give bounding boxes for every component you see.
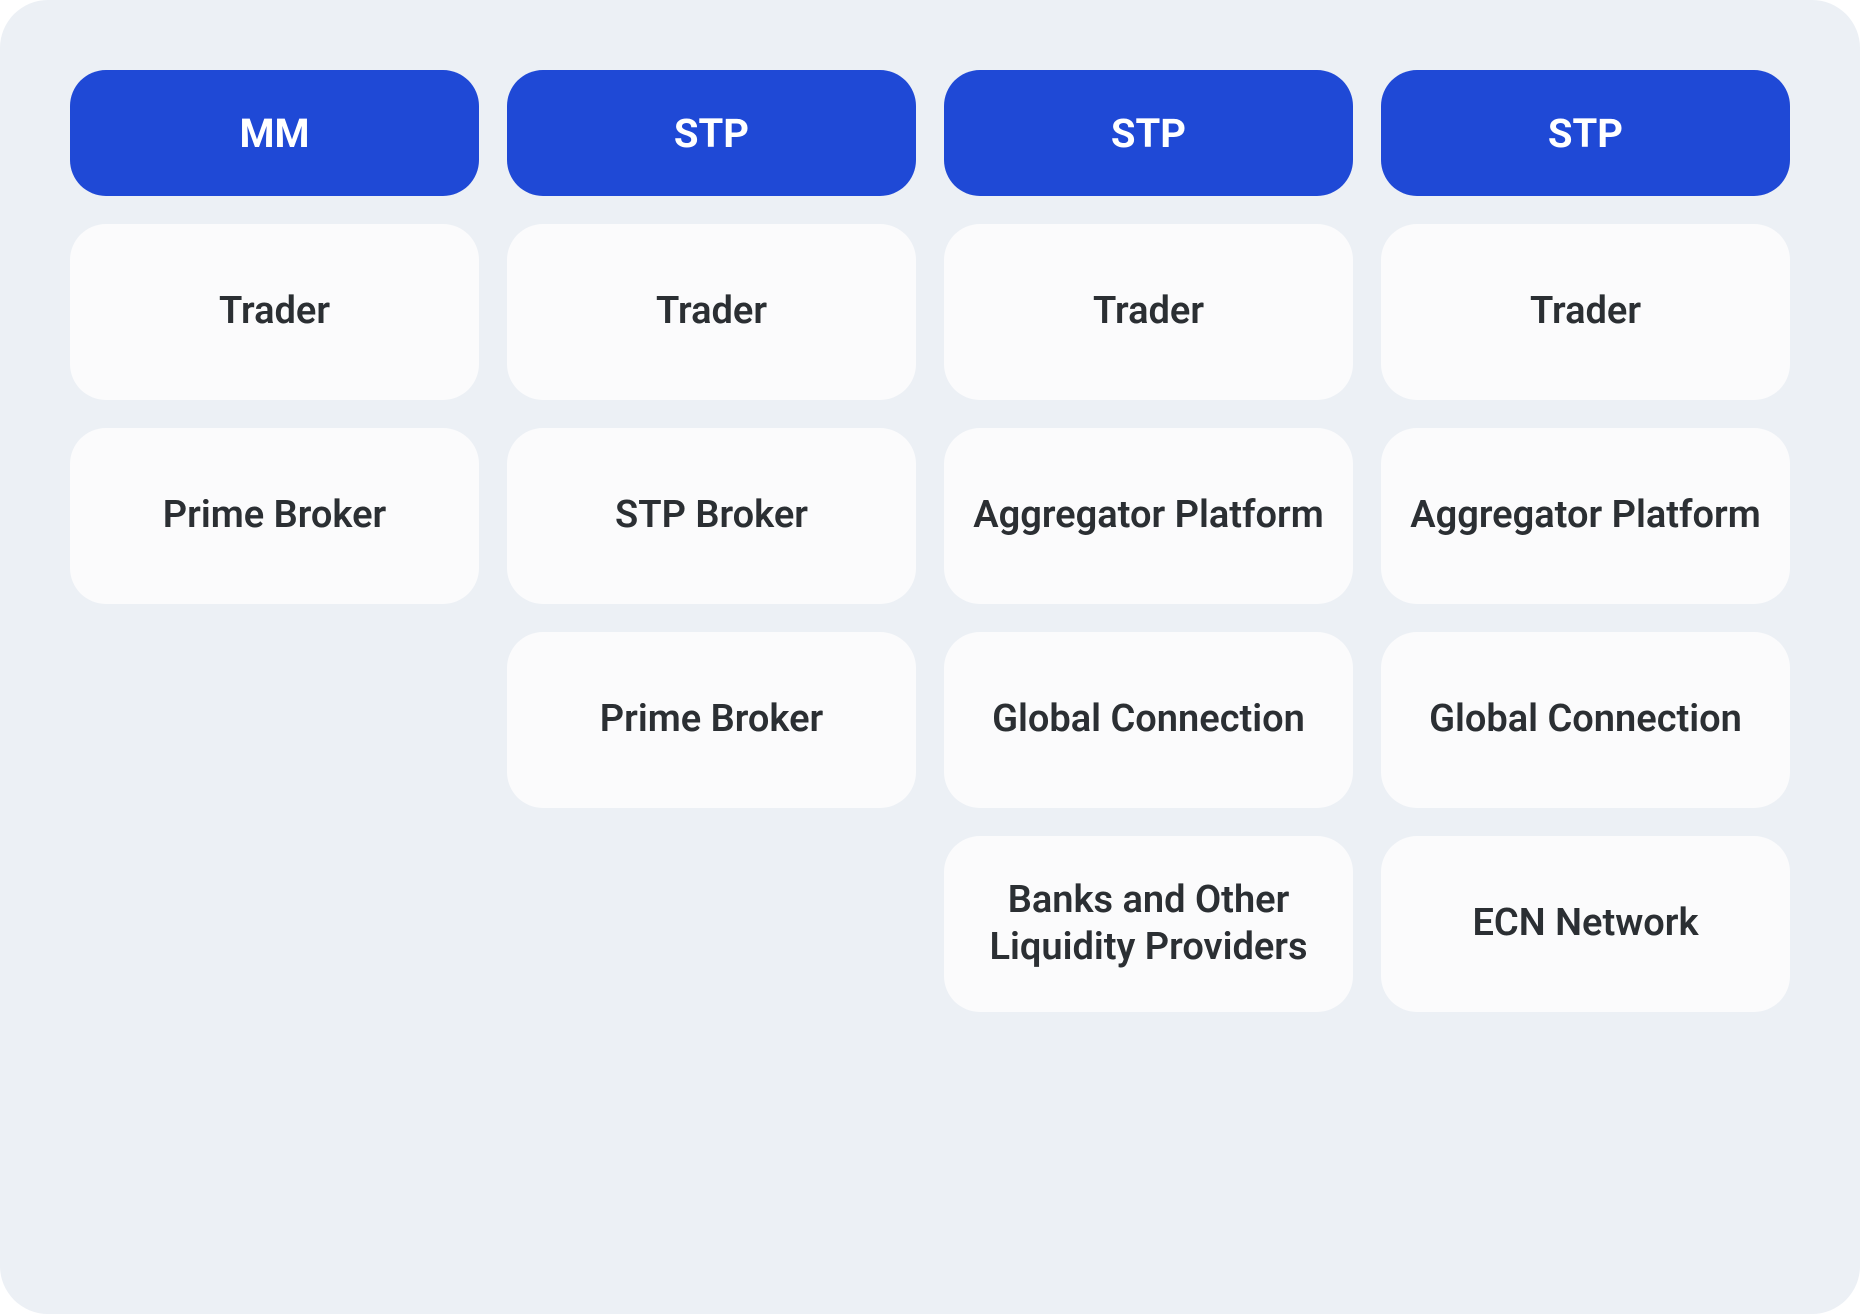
diagram-cell: ECN Network — [1381, 836, 1790, 1012]
column-header: STP — [944, 70, 1353, 196]
diagram-cell: Global Connection — [944, 632, 1353, 808]
diagram-cell: Trader — [507, 224, 916, 400]
diagram-container: MM Trader Prime Broker STP Trader STP Br… — [0, 0, 1860, 1314]
diagram-cell: STP Broker — [507, 428, 916, 604]
diagram-cell: Banks and Other Liquidity Providers — [944, 836, 1353, 1012]
column-header: STP — [507, 70, 916, 196]
column-header: MM — [70, 70, 479, 196]
diagram-cell: Trader — [70, 224, 479, 400]
diagram-cell: Global Connection — [1381, 632, 1790, 808]
column-1: STP Trader STP Broker Prime Broker — [507, 70, 916, 1244]
diagram-cell: Aggregator Platform — [1381, 428, 1790, 604]
diagram-cell: Prime Broker — [507, 632, 916, 808]
diagram-cell: Trader — [1381, 224, 1790, 400]
column-2: STP Trader Aggregator Platform Global Co… — [944, 70, 1353, 1244]
column-0: MM Trader Prime Broker — [70, 70, 479, 1244]
diagram-cell: Trader — [944, 224, 1353, 400]
diagram-cell: Prime Broker — [70, 428, 479, 604]
column-header: STP — [1381, 70, 1790, 196]
column-3: STP Trader Aggregator Platform Global Co… — [1381, 70, 1790, 1244]
diagram-cell: Aggregator Platform — [944, 428, 1353, 604]
